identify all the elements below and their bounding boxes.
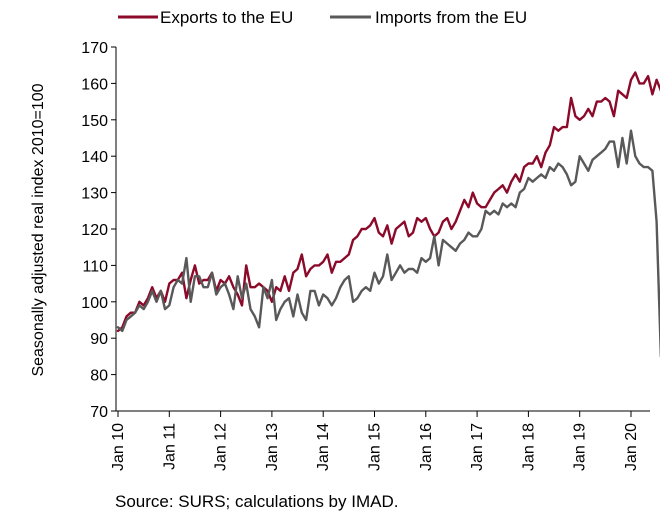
y-tick-label: 140: [81, 149, 108, 166]
series-line-imports: [116, 129, 660, 358]
legend-label-exports: Exports to the EU: [160, 8, 293, 27]
x-tick-label: Jan 15: [367, 423, 384, 471]
y-tick-label: 80: [90, 368, 108, 385]
legend: Exports to the EU Imports from the EU: [118, 8, 527, 27]
y-tick-label: 150: [81, 113, 108, 130]
series-line-exports: [116, 71, 660, 333]
y-tick-label: 90: [90, 331, 108, 348]
x-tick-label: Jan 12: [213, 423, 230, 471]
x-tick-label: Jan 14: [315, 423, 332, 471]
y-tick-label: 110: [82, 258, 108, 275]
x-tick-label: Jan 17: [469, 423, 486, 471]
y-tick-label: 130: [81, 186, 108, 203]
x-tick-label: Jan 20: [623, 423, 640, 471]
y-axis-title: Seasonally adjusted real index 2010=100: [30, 83, 47, 376]
legend-item-imports: Imports from the EU: [330, 8, 527, 27]
y-tick-label: 70: [90, 404, 108, 421]
y-tick-label: 120: [81, 222, 108, 239]
y-tick-label: 160: [81, 76, 108, 93]
x-tick-label: Jan 13: [264, 423, 281, 471]
x-tick-label: Jan 19: [572, 423, 589, 471]
y-tick-label: 100: [81, 295, 108, 312]
y-tick-label: 170: [81, 40, 108, 57]
legend-label-imports: Imports from the EU: [375, 8, 527, 27]
axes: 70 80 90 100 110 120 130 140 150 160 170 Jan 10 Jan …: [81, 40, 650, 471]
x-tick-label: Jan 11: [161, 423, 178, 470]
source-note: Source: SURS; calculations by IMAD.: [115, 492, 398, 511]
x-tick-label: Jan 16: [418, 423, 435, 471]
legend-item-exports: Exports to the EU: [118, 8, 293, 27]
plot-area: [116, 71, 660, 358]
x-tick-label: Jan 10: [110, 423, 127, 471]
x-tick-label: Jan 18: [520, 423, 537, 471]
